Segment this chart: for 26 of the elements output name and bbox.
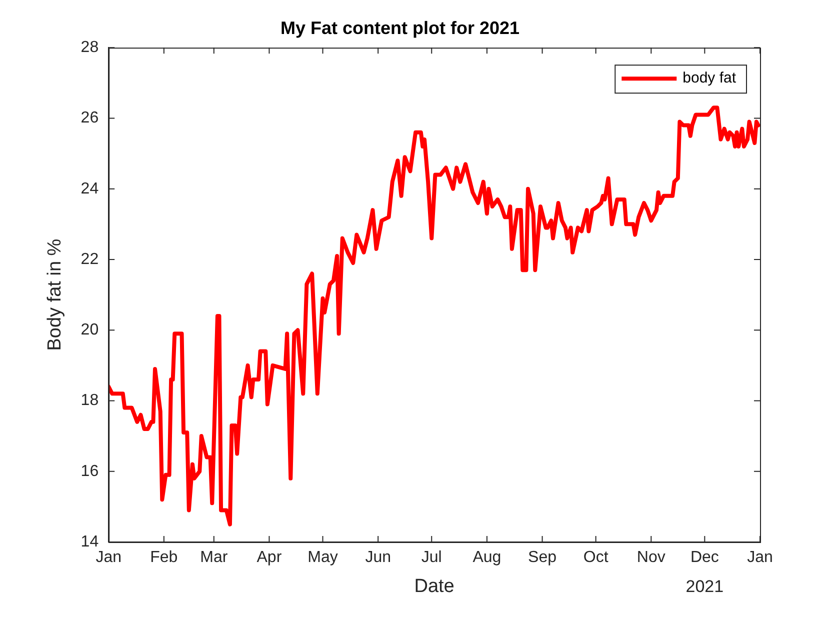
x-tick-label: Nov [636,549,666,566]
x-tick-label: Jun [365,549,391,566]
x-tick-label: Oct [583,549,609,566]
y-tick-label: 28 [80,39,99,56]
x-tick-label: Jan [747,549,773,566]
x-tick-label: Sep [528,549,557,566]
x-tick-label: May [308,549,338,566]
chart-title: My Fat content plot for 2021 [280,18,520,38]
y-axis-title: Body fat in % [44,238,66,351]
x-axis-title: Date [414,576,454,597]
text: 2021 [686,577,724,596]
y-tick-label: 20 [80,322,99,339]
x-tick-label: Apr [256,549,282,566]
y-tick-label: 24 [80,180,99,198]
y-tick-label: 16 [80,462,99,480]
y-tick-label: 22 [80,250,99,268]
legend-label: body fat [682,70,737,87]
x-tick-label: Aug [472,549,502,566]
x-tick-label: Jul [421,549,442,566]
x-tick-label: Mar [200,549,228,566]
y-tick-label: 18 [80,392,99,410]
x-tick-label: Feb [150,549,178,566]
y-tick-label: 14 [80,533,99,550]
x-tick-label: Jan [96,549,122,566]
y-tick-label: 26 [80,110,99,127]
x-tick-label: Dec [690,549,719,566]
